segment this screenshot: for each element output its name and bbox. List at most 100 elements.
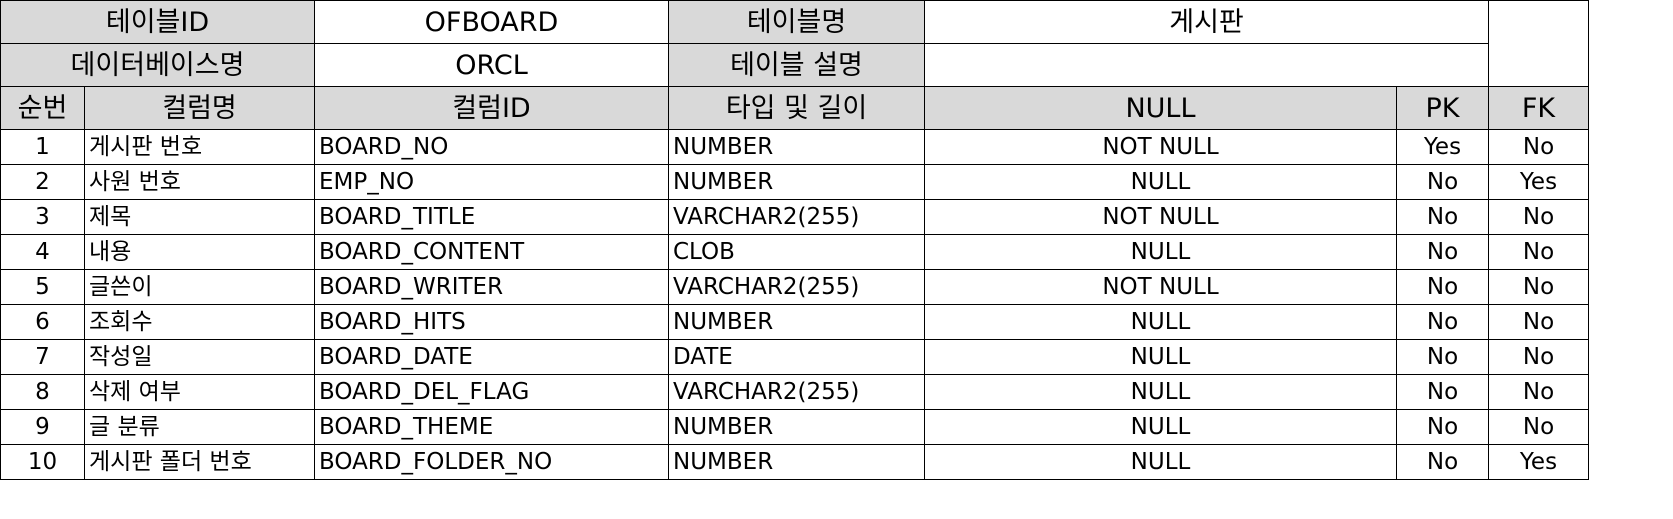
cell-col-id: BOARD_HITS	[314, 304, 669, 340]
cell-type: VARCHAR2(255)	[668, 269, 925, 305]
cell-type: NUMBER	[668, 409, 925, 445]
cell-fk: No	[1488, 129, 1589, 165]
table-spec-sheet: 테이블ID OFBOARD 테이블명 게시판 데이터베이스명 ORCL 테이블 …	[0, 0, 1589, 480]
cell-pk: No	[1396, 269, 1489, 305]
cell-type: VARCHAR2(255)	[668, 199, 925, 235]
cell-fk: No	[1488, 374, 1589, 410]
cell-pk: No	[1396, 164, 1489, 200]
table-row: 10 게시판 폴더 번호 BOARD_FOLDER_NO NUMBER NULL…	[0, 444, 1589, 480]
cell-col-name: 글 분류	[84, 409, 315, 445]
cell-seq: 1	[0, 129, 85, 165]
cell-fk: Yes	[1488, 444, 1589, 480]
header-pk: PK	[1396, 86, 1489, 130]
cell-type: NUMBER	[668, 304, 925, 340]
cell-fk: No	[1488, 269, 1589, 305]
table-row: 6 조회수 BOARD_HITS NUMBER NULL No No	[0, 304, 1589, 340]
cell-seq: 8	[0, 374, 85, 410]
cell-pk: No	[1396, 374, 1489, 410]
cell-pk: Yes	[1396, 129, 1489, 165]
cell-null: NULL	[924, 409, 1397, 445]
cell-pk: No	[1396, 304, 1489, 340]
table-row: 4 내용 BOARD_CONTENT CLOB NULL No No	[0, 234, 1589, 270]
table-name-label: 테이블명	[668, 0, 925, 44]
cell-null: NULL	[924, 374, 1397, 410]
header-col-id: 컬럼ID	[314, 86, 669, 130]
db-name-value: ORCL	[314, 43, 669, 87]
cell-seq: 4	[0, 234, 85, 270]
cell-col-name: 글쓴이	[84, 269, 315, 305]
header-seq: 순번	[0, 86, 85, 130]
cell-fk: Yes	[1488, 164, 1589, 200]
cell-null: NOT NULL	[924, 269, 1397, 305]
cell-seq: 9	[0, 409, 85, 445]
table-row: 1 게시판 번호 BOARD_NO NUMBER NOT NULL Yes No	[0, 129, 1589, 165]
table-id-label: 테이블ID	[0, 0, 315, 44]
cell-null: NOT NULL	[924, 129, 1397, 165]
cell-col-id: BOARD_DATE	[314, 339, 669, 375]
cell-seq: 2	[0, 164, 85, 200]
meta-row-database: 데이터베이스명 ORCL 테이블 설명	[0, 43, 1589, 87]
cell-seq: 5	[0, 269, 85, 305]
cell-col-id: BOARD_DEL_FLAG	[314, 374, 669, 410]
table-row: 2 사원 번호 EMP_NO NUMBER NULL No Yes	[0, 164, 1589, 200]
cell-null: NULL	[924, 304, 1397, 340]
cell-col-name: 삭제 여부	[84, 374, 315, 410]
cell-type: DATE	[668, 339, 925, 375]
table-id-value: OFBOARD	[314, 0, 669, 44]
cell-fk: No	[1488, 409, 1589, 445]
cell-seq: 3	[0, 199, 85, 235]
cell-col-name: 게시판 번호	[84, 129, 315, 165]
cell-pk: No	[1396, 339, 1489, 375]
cell-col-id: BOARD_NO	[314, 129, 669, 165]
header-null: NULL	[924, 86, 1397, 130]
header-fk: FK	[1488, 86, 1589, 130]
cell-null: NULL	[924, 444, 1397, 480]
cell-fk: No	[1488, 304, 1589, 340]
cell-type: NUMBER	[668, 164, 925, 200]
cell-null: NULL	[924, 339, 1397, 375]
cell-col-name: 조회수	[84, 304, 315, 340]
header-type-len: 타입 및 길이	[668, 86, 925, 130]
cell-col-id: BOARD_WRITER	[314, 269, 669, 305]
cell-col-name: 작성일	[84, 339, 315, 375]
cell-null: NULL	[924, 164, 1397, 200]
cell-col-name: 게시판 폴더 번호	[84, 444, 315, 480]
table-row: 5 글쓴이 BOARD_WRITER VARCHAR2(255) NOT NUL…	[0, 269, 1589, 305]
table-row: 3 제목 BOARD_TITLE VARCHAR2(255) NOT NULL …	[0, 199, 1589, 235]
cell-seq: 7	[0, 339, 85, 375]
table-row: 7 작성일 BOARD_DATE DATE NULL No No	[0, 339, 1589, 375]
table-row: 9 글 분류 BOARD_THEME NUMBER NULL No No	[0, 409, 1589, 445]
header-col-name: 컬럼명	[84, 86, 315, 130]
cell-fk: No	[1488, 339, 1589, 375]
cell-type: CLOB	[668, 234, 925, 270]
cell-col-name: 내용	[84, 234, 315, 270]
meta-blank-cell	[1488, 0, 1589, 87]
cell-seq: 6	[0, 304, 85, 340]
cell-pk: No	[1396, 234, 1489, 270]
table-name-value: 게시판	[924, 0, 1489, 44]
cell-pk: No	[1396, 199, 1489, 235]
cell-col-id: BOARD_THEME	[314, 409, 669, 445]
cell-fk: No	[1488, 234, 1589, 270]
meta-row-table: 테이블ID OFBOARD 테이블명 게시판	[0, 0, 1589, 87]
cell-col-id: BOARD_CONTENT	[314, 234, 669, 270]
cell-col-id: EMP_NO	[314, 164, 669, 200]
table-desc-value	[924, 43, 1489, 87]
cell-col-name: 사원 번호	[84, 164, 315, 200]
cell-type: NUMBER	[668, 129, 925, 165]
cell-null: NULL	[924, 234, 1397, 270]
cell-seq: 10	[0, 444, 85, 480]
table-desc-label: 테이블 설명	[668, 43, 925, 87]
cell-pk: No	[1396, 409, 1489, 445]
cell-fk: No	[1488, 199, 1589, 235]
cell-pk: No	[1396, 444, 1489, 480]
db-name-label: 데이터베이스명	[0, 43, 315, 87]
table-row: 8 삭제 여부 BOARD_DEL_FLAG VARCHAR2(255) NUL…	[0, 374, 1589, 410]
cell-col-id: BOARD_TITLE	[314, 199, 669, 235]
cell-col-id: BOARD_FOLDER_NO	[314, 444, 669, 480]
cell-type: NUMBER	[668, 444, 925, 480]
cell-col-name: 제목	[84, 199, 315, 235]
cell-null: NOT NULL	[924, 199, 1397, 235]
cell-type: VARCHAR2(255)	[668, 374, 925, 410]
column-header-row: 순번 컬럼명 컬럼ID 타입 및 길이 NULL PK FK	[0, 86, 1589, 130]
